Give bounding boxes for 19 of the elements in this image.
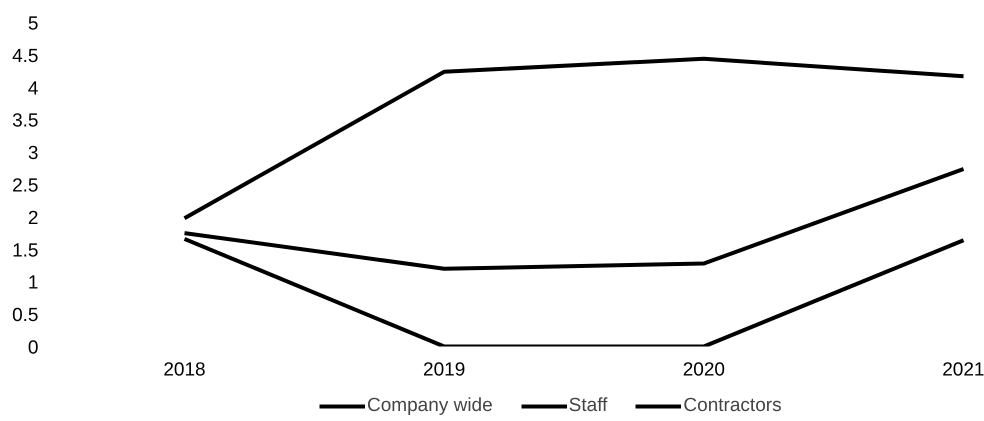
y-tick-label: 4 <box>28 78 39 100</box>
x-tick-label: 2018 <box>163 360 206 380</box>
legend-label: Company wide <box>367 395 493 417</box>
y-tick-label: 2 <box>28 208 39 229</box>
y-tick-label: 3.5 <box>12 110 39 132</box>
y-tick-label: 4.5 <box>12 46 39 67</box>
y-tick-label: 1 <box>28 272 39 294</box>
legend-label: Contractors <box>683 395 782 417</box>
y-tick-label: 0.5 <box>12 305 39 326</box>
x-tick-label: 2020 <box>682 360 726 380</box>
x-tick-label: 2019 <box>423 360 466 380</box>
line-series <box>182 56 966 220</box>
legend-label: Staff <box>568 395 608 417</box>
y-tick-label: 3 <box>28 143 39 164</box>
x-tick-label: 2021 <box>942 360 984 380</box>
y-tick-label: 5 <box>28 14 39 34</box>
y-tick-label: 0 <box>28 338 39 358</box>
y-tick-label: 2.5 <box>12 176 39 196</box>
y-tick-label: 1.5 <box>12 240 39 262</box>
